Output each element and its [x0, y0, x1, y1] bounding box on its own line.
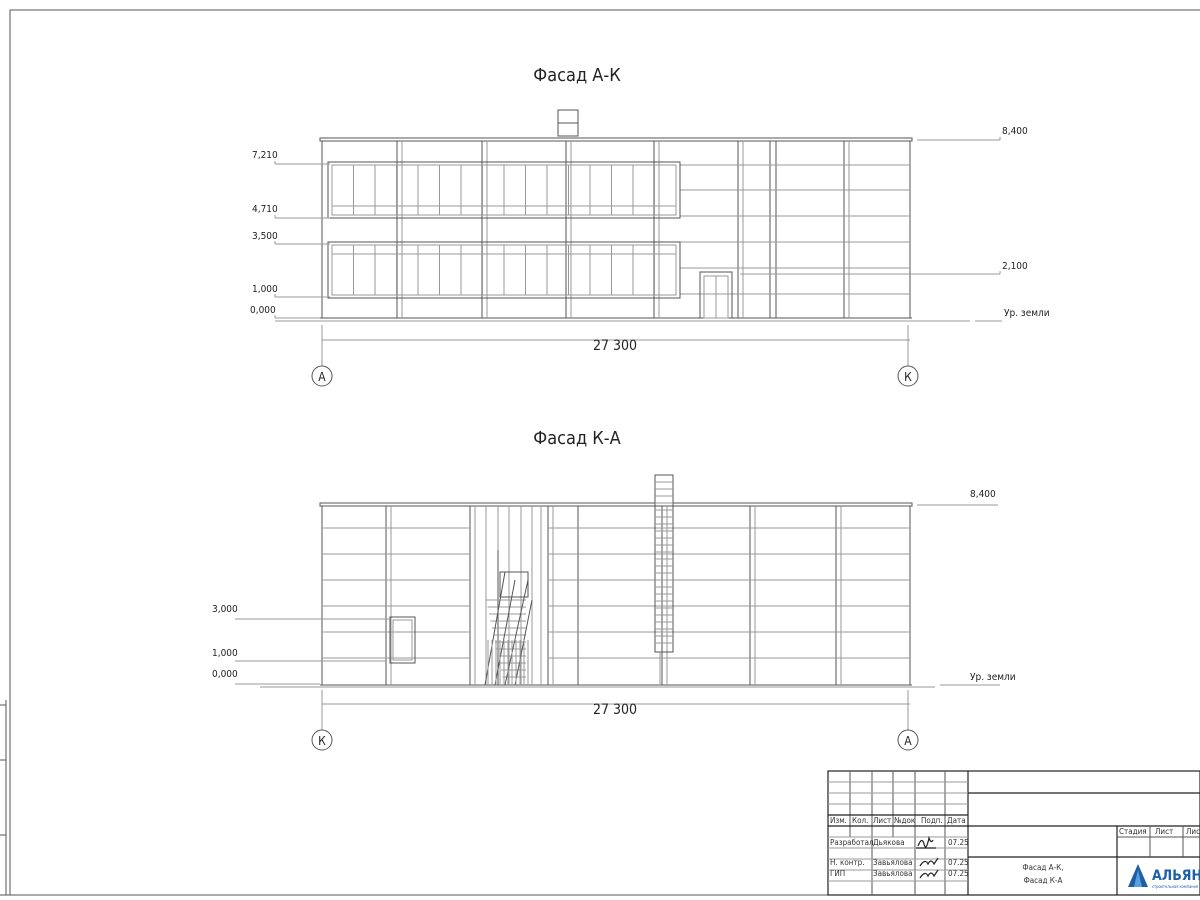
name-cell: Завьялова	[873, 858, 913, 867]
header-cell: Лист	[873, 816, 891, 825]
facade-title: Фасад К-А	[533, 428, 620, 449]
parapet	[319, 502, 913, 507]
company-logo: АЛЬЯНС строительная компания	[1128, 864, 1200, 889]
axis-label: А	[318, 370, 326, 384]
header-cell: №док	[894, 816, 916, 825]
name-cell: Дьякова	[873, 838, 905, 847]
level-mark: 3,000	[212, 604, 238, 615]
level-mark: 4,710	[252, 204, 278, 215]
drawing-geometry	[0, 9, 1200, 896]
svg-text:строительная компания: строительная компания	[1152, 884, 1198, 889]
date-cell: 07.25	[948, 869, 969, 878]
axis-bubble	[897, 729, 919, 751]
name-cell: Завьялова	[873, 869, 913, 878]
svg-text:АЛЬЯНС: АЛЬЯНС	[1152, 868, 1200, 884]
axis-bubble	[311, 729, 333, 751]
title-block-frame	[827, 770, 1200, 896]
level-mark: 8,400	[970, 489, 996, 500]
door	[392, 619, 413, 661]
dimension-label: 27 300	[593, 338, 637, 354]
level-mark: 3,500	[252, 231, 278, 242]
header-cell: Изм.	[830, 816, 847, 825]
window-band	[327, 161, 681, 219]
axis-label: К	[318, 734, 326, 748]
signature	[919, 857, 939, 879]
level-mark: 1,000	[212, 648, 238, 659]
level-mark: 1,000	[252, 284, 278, 295]
role-cell: Разработал	[830, 837, 874, 847]
dimension-label: 27 300	[593, 702, 637, 718]
header-cell: Подп.	[921, 816, 943, 825]
title-block: Изм. Кол. Лист №док Подп. Дата Разработа…	[830, 816, 1200, 889]
header-cell: Дата	[947, 816, 966, 825]
role-cell: ГИП	[830, 869, 845, 878]
stage-header: Листов	[1186, 827, 1200, 836]
level-mark: 0,000	[250, 305, 276, 316]
stair-stringer	[494, 579, 516, 686]
date-cell: 07.25	[948, 838, 969, 847]
level-mark: 2,100	[1002, 261, 1028, 272]
axis-label: А	[904, 734, 912, 748]
ladder	[654, 474, 674, 653]
stage-header: Стадия	[1119, 827, 1147, 836]
stair-stringer	[504, 579, 529, 686]
date-cell: 07.25	[948, 858, 969, 867]
stair-landing	[499, 571, 529, 598]
sheet-title: Фасад К-А	[1024, 876, 1063, 885]
level-mark: Ур. земли	[970, 672, 1016, 683]
role-cell: Н. контр.	[830, 858, 865, 867]
level-mark: 7,210	[252, 150, 278, 161]
axis-bubble	[897, 365, 919, 387]
sheet-title: Фасад А-К,	[1022, 863, 1063, 872]
window-band	[327, 241, 681, 299]
parapet	[319, 137, 913, 142]
facade-title: Фасад А-К	[533, 65, 621, 86]
stage-header: Лист	[1155, 827, 1173, 836]
level-mark: 0,000	[212, 669, 238, 680]
signature	[916, 835, 936, 849]
header-cell: Кол.	[852, 816, 868, 825]
axis-label: К	[904, 370, 912, 384]
level-mark: Ур. земли	[1004, 308, 1050, 319]
door	[389, 616, 416, 664]
axis-bubble	[311, 365, 333, 387]
level-mark: 8,400	[1002, 126, 1028, 137]
